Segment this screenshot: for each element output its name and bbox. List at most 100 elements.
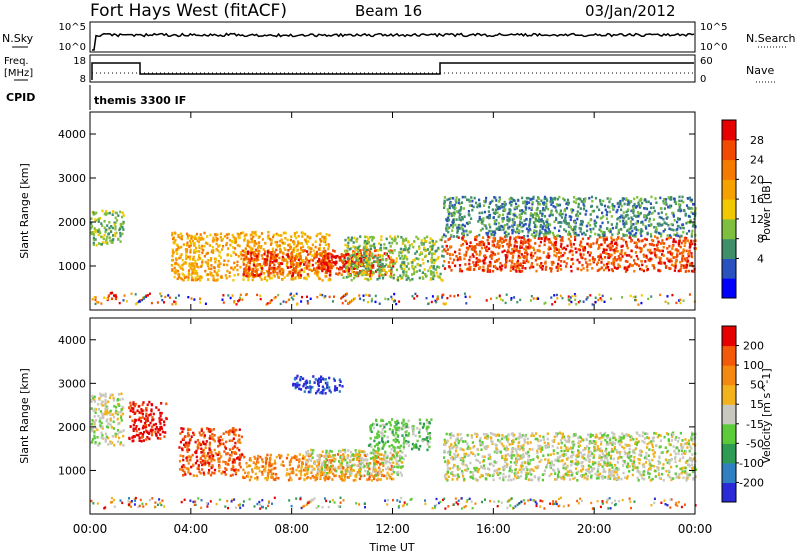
heatmap-cell	[607, 205, 610, 209]
heatmap-cell	[258, 263, 261, 266]
heatmap-cell	[678, 206, 681, 209]
heatmap-cell	[301, 245, 305, 249]
heatmap-cell	[679, 301, 682, 305]
heatmap-cell	[300, 466, 303, 470]
heatmap-cell	[138, 300, 141, 303]
heatmap-cell	[553, 241, 556, 245]
heatmap-cell	[207, 264, 210, 268]
heatmap-cell	[566, 198, 570, 202]
heatmap-cell	[346, 245, 349, 248]
heatmap-cell	[599, 229, 602, 233]
heatmap-cell	[433, 258, 436, 262]
heatmap-cell	[575, 250, 578, 254]
heatmap-cell	[617, 263, 620, 266]
heatmap-cell	[508, 208, 511, 211]
heatmap-cell	[443, 248, 446, 251]
heatmap-cell	[368, 467, 371, 471]
heatmap-cell	[210, 453, 213, 456]
heatmap-cell	[578, 261, 581, 264]
heatmap-cell	[198, 246, 201, 250]
heatmap-cell	[397, 278, 400, 282]
heatmap-cell	[525, 227, 529, 231]
heatmap-cell	[471, 199, 474, 203]
heatmap-cell	[537, 297, 540, 300]
heatmap-cell	[261, 470, 264, 474]
heatmap-cell	[257, 244, 260, 248]
heatmap-cell	[305, 264, 308, 268]
heatmap-cell	[472, 245, 475, 249]
heatmap-cell	[266, 476, 269, 480]
heatmap-cell	[460, 269, 464, 273]
heatmap-cell	[560, 268, 563, 271]
heatmap-cell	[236, 232, 239, 236]
heatmap-cell	[311, 243, 314, 247]
heatmap-cell	[630, 226, 633, 229]
heatmap-cell	[290, 235, 293, 238]
heatmap-cell	[511, 218, 514, 221]
heatmap-cell	[534, 212, 537, 215]
heatmap-cell	[289, 467, 292, 471]
heatmap-cell	[172, 241, 175, 244]
heatmap-cell	[670, 222, 673, 226]
nsky-tick-top: 10^5	[59, 22, 86, 33]
heatmap-cell	[197, 265, 200, 269]
heatmap-cell	[210, 264, 213, 267]
heatmap-cell	[514, 206, 517, 209]
heatmap-cell	[193, 298, 196, 301]
heatmap-cell	[247, 274, 250, 277]
heatmap-cell	[681, 257, 684, 261]
heatmap-cell	[325, 254, 328, 257]
heatmap-cell	[368, 248, 371, 252]
heatmap-cell	[543, 195, 547, 199]
heatmap-cell	[268, 269, 271, 273]
heatmap-cell	[480, 246, 483, 250]
heatmap-cell	[452, 214, 456, 217]
heatmap-cell	[242, 272, 245, 276]
heatmap-cell	[672, 264, 675, 268]
heatmap-cell	[194, 237, 197, 240]
heatmap-cell	[271, 253, 274, 257]
heatmap-cell	[536, 256, 539, 259]
heatmap-cell	[101, 241, 104, 244]
heatmap-cell	[565, 206, 569, 210]
heatmap-cell	[268, 251, 272, 254]
heatmap-cell	[652, 243, 655, 247]
heatmap-cell	[634, 226, 637, 229]
heatmap-cell	[525, 251, 528, 254]
heatmap-cell	[638, 246, 641, 250]
heatmap-cell	[299, 274, 303, 277]
heatmap-cell	[208, 244, 211, 247]
heatmap-cell	[649, 259, 652, 262]
heatmap-cell	[539, 240, 542, 244]
heatmap-cell	[143, 430, 146, 434]
heatmap-cell	[508, 197, 511, 201]
heatmap-cell	[429, 245, 432, 248]
heatmap-cell	[365, 248, 368, 251]
heatmap-cell	[431, 295, 434, 298]
heatmap-cell	[474, 263, 477, 267]
heatmap-cell	[559, 245, 563, 248]
heatmap-cell	[577, 197, 580, 200]
heatmap-cell	[528, 266, 532, 270]
heatmap-cell	[266, 254, 269, 258]
heatmap-cell	[177, 234, 180, 237]
heatmap-cell	[200, 236, 203, 239]
heatmap-cell	[400, 236, 403, 239]
heatmap-cell	[112, 238, 115, 241]
heatmap-cell	[378, 263, 382, 267]
heatmap-cell	[675, 255, 678, 259]
heatmap-cell	[248, 267, 251, 271]
heatmap-cell	[687, 269, 691, 273]
heatmap-cell	[114, 232, 117, 235]
heatmap-cell	[187, 271, 190, 275]
heatmap-cell	[222, 301, 225, 304]
heatmap-cell	[189, 458, 192, 462]
heatmap-cell	[525, 200, 529, 204]
heatmap-cell	[203, 244, 206, 248]
heatmap-cell	[430, 300, 433, 304]
heatmap-cell	[186, 459, 189, 462]
heatmap-cell	[320, 254, 323, 258]
heatmap-cell	[179, 454, 182, 457]
heatmap-cell	[267, 468, 270, 472]
heatmap-cell	[582, 203, 585, 206]
